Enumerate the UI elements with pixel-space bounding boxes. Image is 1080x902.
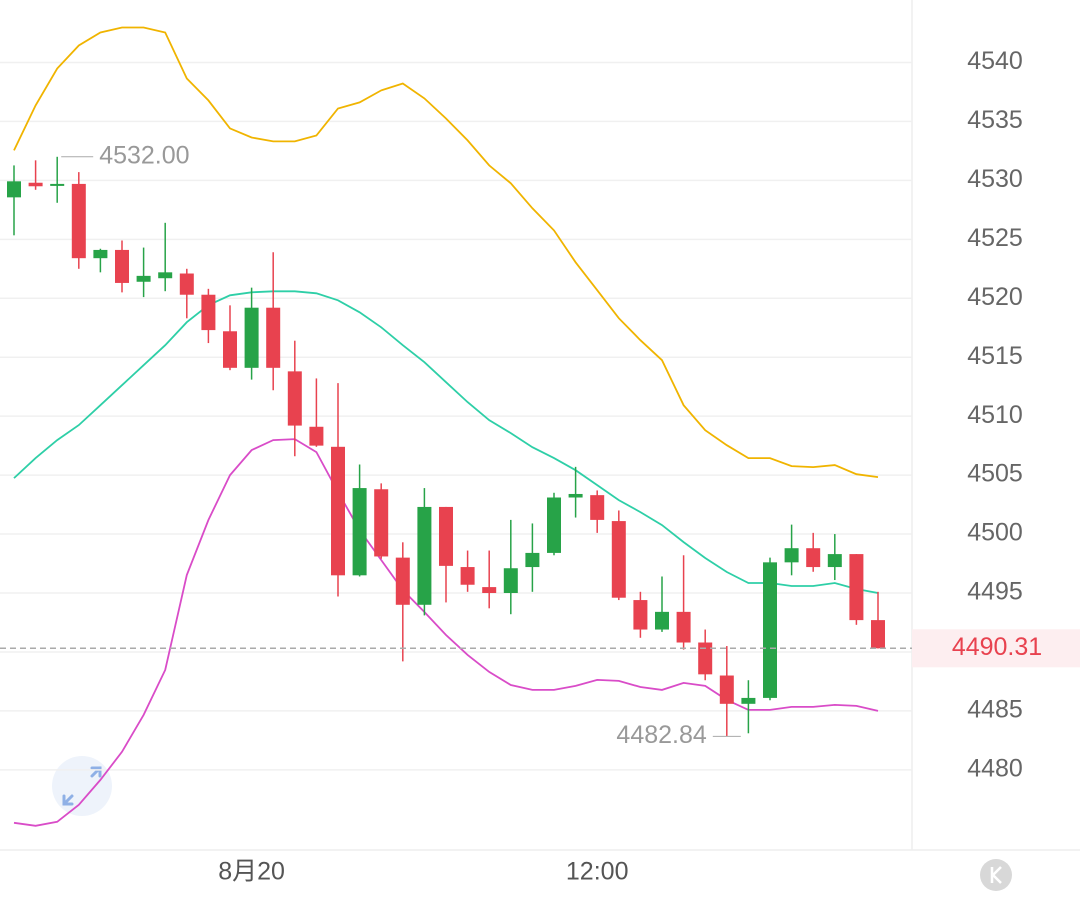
candle-body xyxy=(849,554,864,621)
y-tick-label: 4515 xyxy=(967,342,1023,370)
candle-body xyxy=(503,568,518,593)
x-tick-label: 8月20 xyxy=(218,858,285,886)
candle-body xyxy=(115,249,129,283)
band-line xyxy=(13,290,879,594)
candle-body xyxy=(547,497,561,553)
min-label: 4482.84 xyxy=(616,721,706,749)
candle-body xyxy=(266,307,281,368)
x-tick-label: 12:00 xyxy=(566,858,629,886)
candle-body xyxy=(28,182,43,187)
y-tick-label: 4510 xyxy=(967,401,1023,429)
candle-body xyxy=(633,600,648,630)
y-tick-label: 4530 xyxy=(967,165,1023,193)
candle-body xyxy=(871,620,885,649)
candle-body xyxy=(676,611,691,643)
candle-body xyxy=(806,548,821,568)
candle-body xyxy=(698,642,713,675)
candle-body xyxy=(460,567,475,585)
y-tick-label: 4505 xyxy=(967,460,1023,488)
candle-body xyxy=(223,331,237,368)
candle-body xyxy=(93,249,108,259)
candle-body xyxy=(417,506,432,605)
candle-body xyxy=(352,488,367,576)
candle-body xyxy=(158,272,173,279)
candle-body xyxy=(741,697,756,704)
candle-body xyxy=(331,446,345,576)
y-tick-label: 4485 xyxy=(967,695,1023,723)
expand-icon-glyph[interactable] xyxy=(62,766,102,806)
candle-body xyxy=(374,489,389,557)
y-tick-label: 4525 xyxy=(967,224,1023,252)
candle-body xyxy=(179,273,194,295)
y-tick-label: 4520 xyxy=(967,283,1023,311)
candle-body xyxy=(201,294,216,331)
candle-body xyxy=(611,521,626,598)
candle-body xyxy=(784,548,799,563)
band-line xyxy=(13,26,879,478)
candle-body xyxy=(244,307,259,368)
y-tick-label: 4495 xyxy=(967,578,1023,606)
candle-body xyxy=(482,587,497,593)
candle-body xyxy=(827,554,842,568)
candle-body xyxy=(439,506,453,566)
y-tick-label: 4540 xyxy=(967,47,1023,75)
y-tick-label: 4535 xyxy=(967,106,1023,134)
candle-body xyxy=(287,371,302,426)
k-button[interactable] xyxy=(980,859,1012,891)
candle-body xyxy=(590,495,605,520)
last-price-box xyxy=(912,629,1080,668)
band-line xyxy=(13,438,879,827)
candle-body xyxy=(50,183,65,186)
candle-body xyxy=(309,426,324,446)
k-button-bg[interactable] xyxy=(980,859,1012,891)
candle-body xyxy=(136,275,151,282)
candle-body xyxy=(719,675,734,704)
candle-body xyxy=(568,493,583,498)
last-price-label: 4490.31 xyxy=(952,633,1042,661)
candle-body xyxy=(395,557,410,605)
expand-icon[interactable] xyxy=(52,756,112,816)
max-label: 4532.00 xyxy=(99,141,189,169)
candle-body xyxy=(763,562,777,698)
y-tick-label: 4500 xyxy=(967,519,1023,547)
y-tick-label: 4480 xyxy=(967,754,1023,782)
candle-body xyxy=(525,552,540,568)
expand-icon-bg[interactable] xyxy=(52,756,112,816)
candle-body xyxy=(71,183,86,259)
candle-body xyxy=(7,181,21,198)
candle-body xyxy=(655,611,669,630)
k-button-glyph[interactable] xyxy=(990,866,1002,884)
